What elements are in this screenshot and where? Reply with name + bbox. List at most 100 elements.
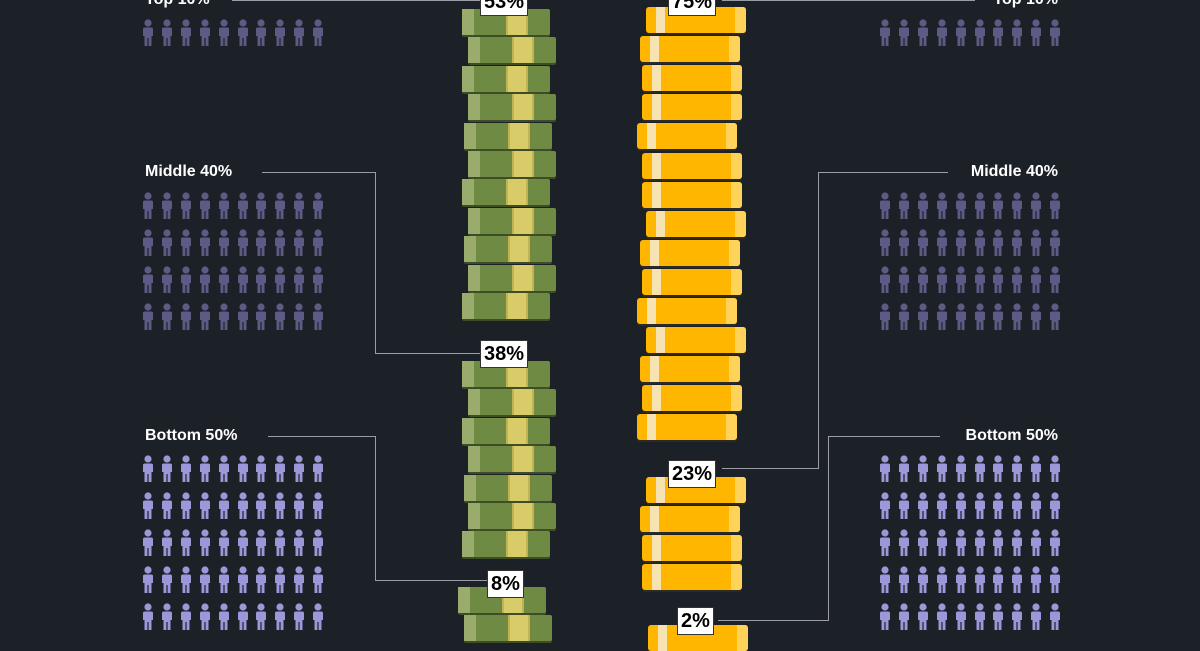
person-icon <box>879 492 891 520</box>
person-icon <box>199 492 211 520</box>
person-icon <box>274 303 286 331</box>
person-icon <box>974 492 986 520</box>
person-icon <box>237 192 249 220</box>
person-icon <box>898 529 910 557</box>
person-icon <box>898 455 910 483</box>
gold-bar-icon <box>642 94 742 121</box>
person-icon <box>142 455 154 483</box>
person-icon <box>312 529 324 557</box>
cash-bundle-icon <box>468 94 556 121</box>
person-icon <box>255 529 267 557</box>
person-icon <box>199 529 211 557</box>
person-icon <box>1049 529 1061 557</box>
person-icon <box>180 603 192 631</box>
person-icon <box>898 19 910 47</box>
person-icon <box>936 566 948 594</box>
person-icon <box>255 455 267 483</box>
cash-bundle-icon <box>468 264 556 291</box>
person-icon <box>955 529 967 557</box>
connector-line <box>262 172 375 173</box>
person-icon <box>312 492 324 520</box>
person-icon <box>974 455 986 483</box>
person-icon <box>992 566 1004 594</box>
person-icon <box>255 603 267 631</box>
person-icon <box>955 192 967 220</box>
cash-bundle-icon <box>464 474 552 501</box>
person-icon <box>955 455 967 483</box>
person-icon <box>974 229 986 257</box>
person-icon <box>199 303 211 331</box>
person-icon <box>161 492 173 520</box>
person-icon <box>237 455 249 483</box>
person-icon <box>1049 492 1061 520</box>
person-icon <box>161 455 173 483</box>
person-icon <box>274 529 286 557</box>
gold-bar-icon <box>640 506 740 533</box>
person-icon <box>218 455 230 483</box>
person-icon <box>293 229 305 257</box>
person-icon <box>293 455 305 483</box>
person-icon <box>917 303 929 331</box>
connector-line <box>828 436 940 437</box>
person-icon <box>974 192 986 220</box>
cash-bundle-icon <box>464 615 552 642</box>
person-icon <box>274 566 286 594</box>
right-label-middle-40: Middle 40% <box>970 163 1058 180</box>
person-icon <box>1049 303 1061 331</box>
gold-bar-icon <box>642 385 742 412</box>
person-icon <box>180 303 192 331</box>
connector-line <box>375 580 489 581</box>
person-icon <box>218 303 230 331</box>
person-icon <box>218 266 230 294</box>
person-icon <box>255 492 267 520</box>
person-icon <box>1011 303 1023 331</box>
cash-bundle-icon <box>462 179 550 206</box>
person-icon <box>974 603 986 631</box>
person-icon <box>955 566 967 594</box>
person-icon <box>917 603 929 631</box>
person-icon <box>180 266 192 294</box>
right-label-bottom-50: Bottom 50% <box>965 427 1058 444</box>
person-icon <box>1011 492 1023 520</box>
person-icon <box>237 529 249 557</box>
person-icon <box>237 229 249 257</box>
person-icon <box>898 603 910 631</box>
person-icon <box>255 19 267 47</box>
connector-line <box>818 172 948 173</box>
person-icon <box>1011 529 1023 557</box>
connector-line <box>375 436 376 580</box>
person-icon <box>1049 603 1061 631</box>
cash-bundle-icon <box>468 151 556 177</box>
person-icon <box>1030 192 1042 220</box>
person-icon <box>936 229 948 257</box>
person-icon <box>218 529 230 557</box>
person-icon <box>255 303 267 331</box>
cash-bundle-icon <box>468 37 556 64</box>
person-icon <box>161 529 173 557</box>
connector-line <box>375 172 376 353</box>
gold-bar-icon <box>637 123 737 150</box>
person-icon <box>1011 229 1023 257</box>
person-icon <box>1049 229 1061 257</box>
gold-bar-icon <box>642 564 742 591</box>
gold-bar-icon <box>640 356 740 383</box>
person-icon <box>992 529 1004 557</box>
gold-bar-icon <box>646 210 746 237</box>
person-icon <box>898 266 910 294</box>
person-icon <box>274 19 286 47</box>
person-icon <box>312 229 324 257</box>
person-icon <box>879 266 891 294</box>
person-icon <box>992 603 1004 631</box>
person-icon <box>917 192 929 220</box>
right-value-top-10: 75% <box>668 0 717 16</box>
left-value-top-10: 53% <box>480 0 529 16</box>
left-value-bottom-50: 8% <box>487 570 524 598</box>
person-icon <box>161 266 173 294</box>
person-icon <box>180 192 192 220</box>
person-icon <box>936 529 948 557</box>
person-icon <box>237 303 249 331</box>
cash-bundle-icon <box>468 446 556 473</box>
person-icon <box>936 492 948 520</box>
person-icon <box>237 19 249 47</box>
right-value-bottom-50: 2% <box>677 607 714 635</box>
